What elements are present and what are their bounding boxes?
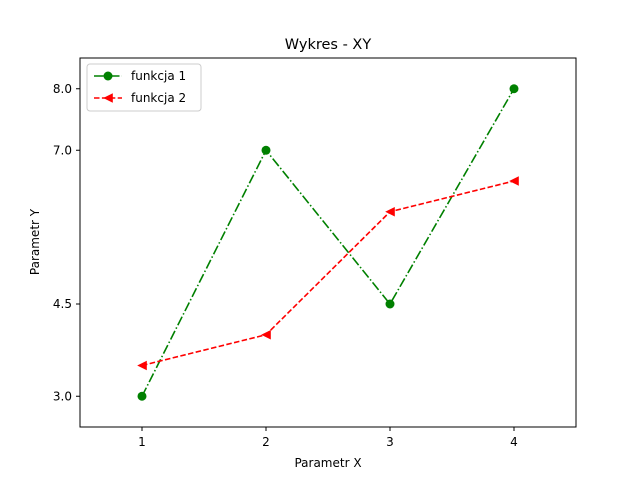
- data-point: [385, 299, 395, 309]
- legend-item: funkcja 1: [94, 69, 186, 83]
- series-line: [141, 180, 515, 367]
- y-axis-label: Parametr Y: [28, 208, 42, 275]
- x-tick-label: 4: [510, 435, 518, 449]
- data-point: [385, 206, 395, 217]
- legend-label: funkcja 1: [131, 69, 186, 83]
- y-tick-label: 7.0: [53, 143, 72, 157]
- series-layer: [137, 84, 519, 401]
- data-point: [137, 360, 147, 371]
- x-tick-label: 3: [386, 435, 394, 449]
- x-tick-label: 1: [138, 435, 146, 449]
- x-axis-label: Parametr X: [294, 456, 361, 470]
- data-point: [509, 176, 519, 186]
- plot-area: [79, 57, 577, 428]
- x-tick-label: 2: [262, 435, 270, 449]
- y-tick-label: 3.0: [53, 389, 72, 403]
- y-tick-label: 4.5: [53, 297, 72, 311]
- data-point: [509, 84, 519, 94]
- data-point: [261, 329, 271, 340]
- legend-marker: [103, 71, 113, 81]
- x-axis: 1 2 3 4: [138, 427, 518, 449]
- legend: funkcja 1 funkcja 2: [86, 63, 202, 112]
- y-tick-label: 8.0: [53, 82, 72, 96]
- legend-label: funkcja 2: [131, 91, 186, 105]
- data-point: [137, 391, 147, 401]
- legend-marker: [103, 93, 113, 103]
- series-2: [137, 176, 519, 371]
- chart-title: Wykres - XY: [285, 37, 372, 53]
- y-axis: 3.0 4.5 7.0 8.0: [53, 82, 80, 403]
- legend-item: funkcja 2: [94, 91, 186, 105]
- data-point: [261, 145, 271, 155]
